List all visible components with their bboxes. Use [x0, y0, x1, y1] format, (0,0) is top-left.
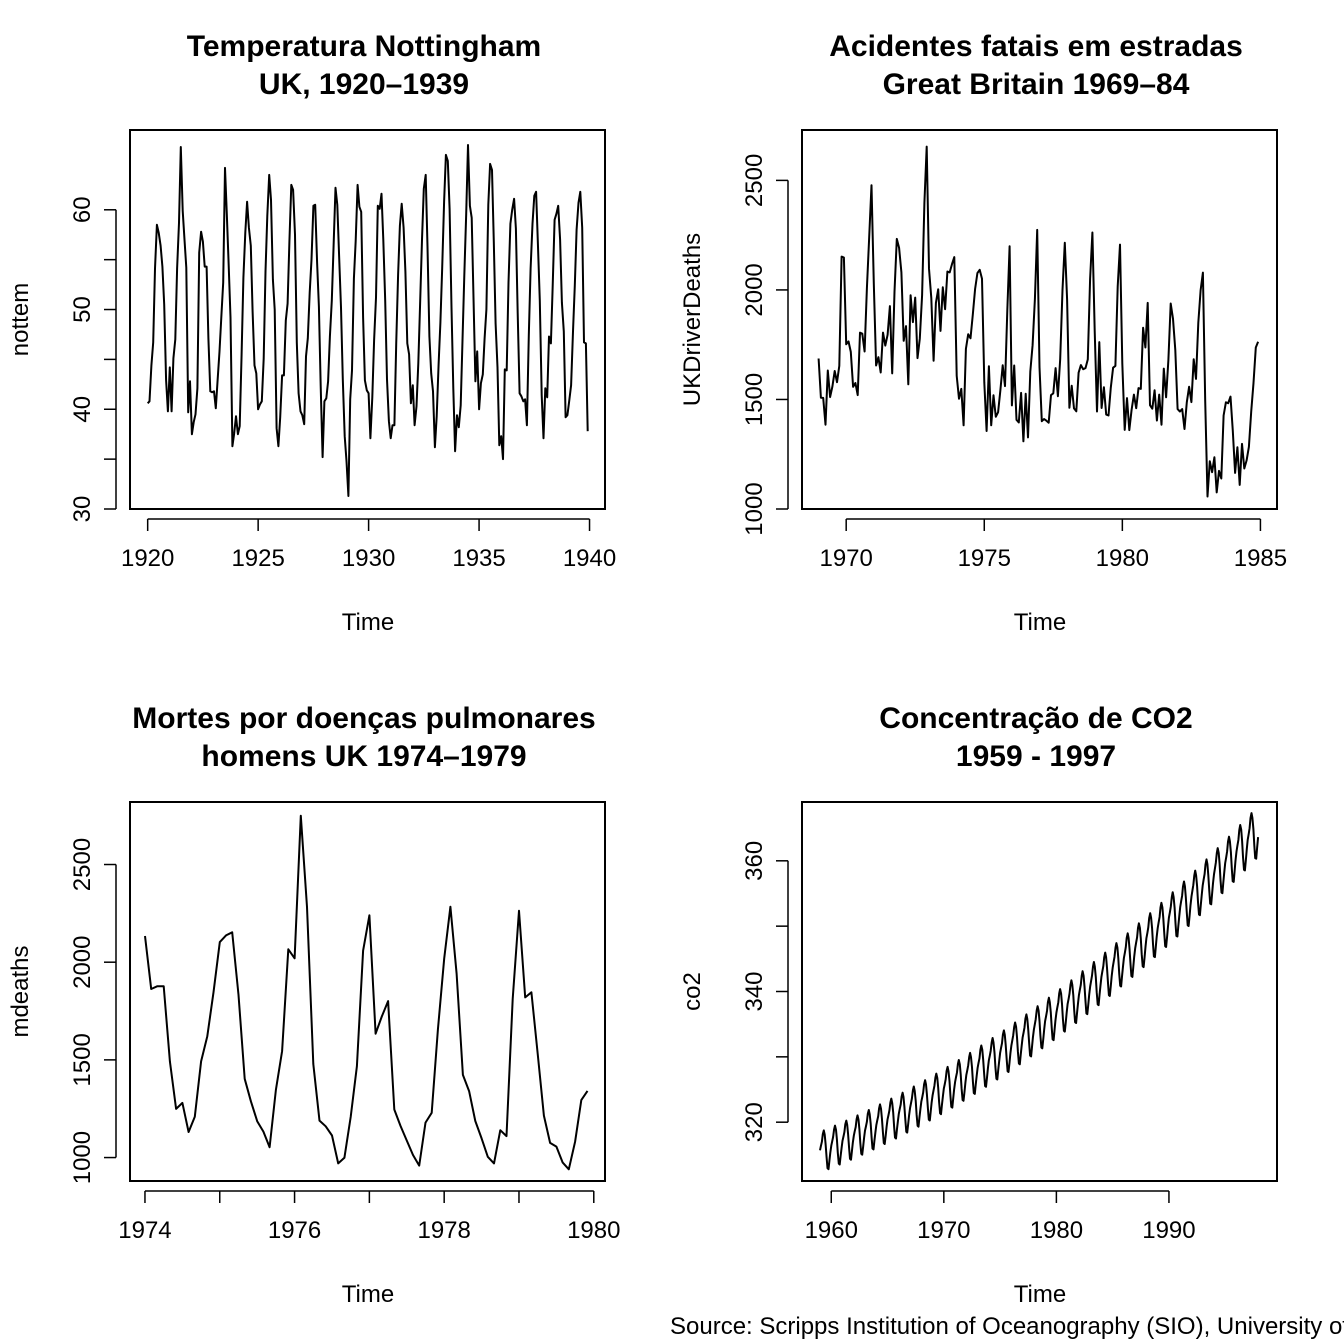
x-tick-label: 1970 — [917, 1217, 970, 1244]
y-tick-label: 2000 — [69, 936, 96, 989]
y-tick-label: 2000 — [741, 263, 768, 316]
x-axis-label: Time — [1014, 609, 1066, 636]
x-tick-label: 1925 — [231, 545, 284, 572]
x-tick-label: 1985 — [1234, 545, 1287, 572]
y-axis-label: co2 — [679, 972, 706, 1011]
chart-title-line: Mortes por doenças pulmonares — [132, 702, 595, 735]
y-tick-label: 320 — [741, 1102, 768, 1142]
x-tick-label: 1930 — [342, 545, 395, 572]
y-tick-label: 1000 — [741, 482, 768, 535]
x-axis-label: Time — [1014, 1281, 1066, 1308]
y-tick-label: 340 — [741, 971, 768, 1011]
x-tick-label: 1980 — [1096, 545, 1149, 572]
chart-title-line: 1959 - 1997 — [956, 740, 1116, 773]
y-tick-label: 1500 — [69, 1033, 96, 1086]
x-tick-label: 1976 — [268, 1217, 321, 1244]
series-line — [144, 814, 589, 1171]
x-tick-label: 1960 — [805, 1217, 858, 1244]
plot-frame — [129, 129, 606, 510]
x-tick-label: 1935 — [452, 545, 505, 572]
y-tick-label: 60 — [69, 196, 96, 223]
series-line — [146, 144, 589, 497]
plot-frame — [129, 801, 606, 1182]
plot-frame — [801, 129, 1278, 510]
chart-title-line: Temperatura Nottingham — [187, 30, 541, 63]
panel-co2: Concentração de CO2 1959 - 1997 1960 1970 19… — [679, 702, 1278, 1308]
y-tick-label: 2500 — [741, 154, 768, 207]
series-line — [817, 145, 1260, 498]
y-tick-label: 30 — [69, 496, 96, 523]
panel-nottem: Temperatura Nottingham UK, 1920–1939 1920 1… — [7, 30, 616, 636]
panel-mdeaths: Mortes por doenças pulmonares homens UK 1… — [7, 702, 620, 1308]
x-tick-label: 1980 — [567, 1217, 620, 1244]
chart-title-line: Great Britain 1969–84 — [883, 68, 1190, 101]
x-tick-label: 1980 — [1030, 1217, 1083, 1244]
y-axis-label: UKDriverDeaths — [679, 233, 706, 406]
chart-title-line: Acidentes fatais em estradas — [829, 30, 1243, 63]
y-tick-label: 40 — [69, 396, 96, 423]
chart-title-line: UK, 1920–1939 — [259, 68, 469, 101]
series-line — [819, 812, 1260, 1171]
chart-title-line: homens UK 1974–1979 — [201, 740, 526, 773]
x-axis-label: Time — [342, 1281, 394, 1308]
panel-uk-driver-deaths: Acidentes fatais em estradas Great Britai… — [679, 30, 1287, 636]
x-tick-label: 1940 — [563, 545, 616, 572]
x-tick-label: 1990 — [1142, 1217, 1195, 1244]
y-tick-label: 360 — [741, 841, 768, 881]
y-axis-label: nottem — [7, 283, 34, 356]
x-tick-label: 1970 — [819, 545, 872, 572]
y-tick-label: 50 — [69, 296, 96, 323]
y-tick-label: 2500 — [69, 838, 96, 891]
y-tick-label: 1000 — [69, 1131, 96, 1184]
y-tick-label: 1500 — [741, 373, 768, 426]
x-axis-label: Time — [342, 609, 394, 636]
chart-title-line: Concentração de CO2 — [879, 702, 1192, 735]
x-tick-label: 1978 — [417, 1217, 470, 1244]
x-tick-label: 1974 — [118, 1217, 171, 1244]
y-axis-label: mdeaths — [7, 945, 34, 1037]
plot-frame — [801, 801, 1278, 1182]
source-caption: Source: Scripps Institution of Oceanogra… — [670, 1313, 1344, 1340]
x-tick-label: 1920 — [121, 545, 174, 572]
x-tick-label: 1975 — [958, 545, 1011, 572]
